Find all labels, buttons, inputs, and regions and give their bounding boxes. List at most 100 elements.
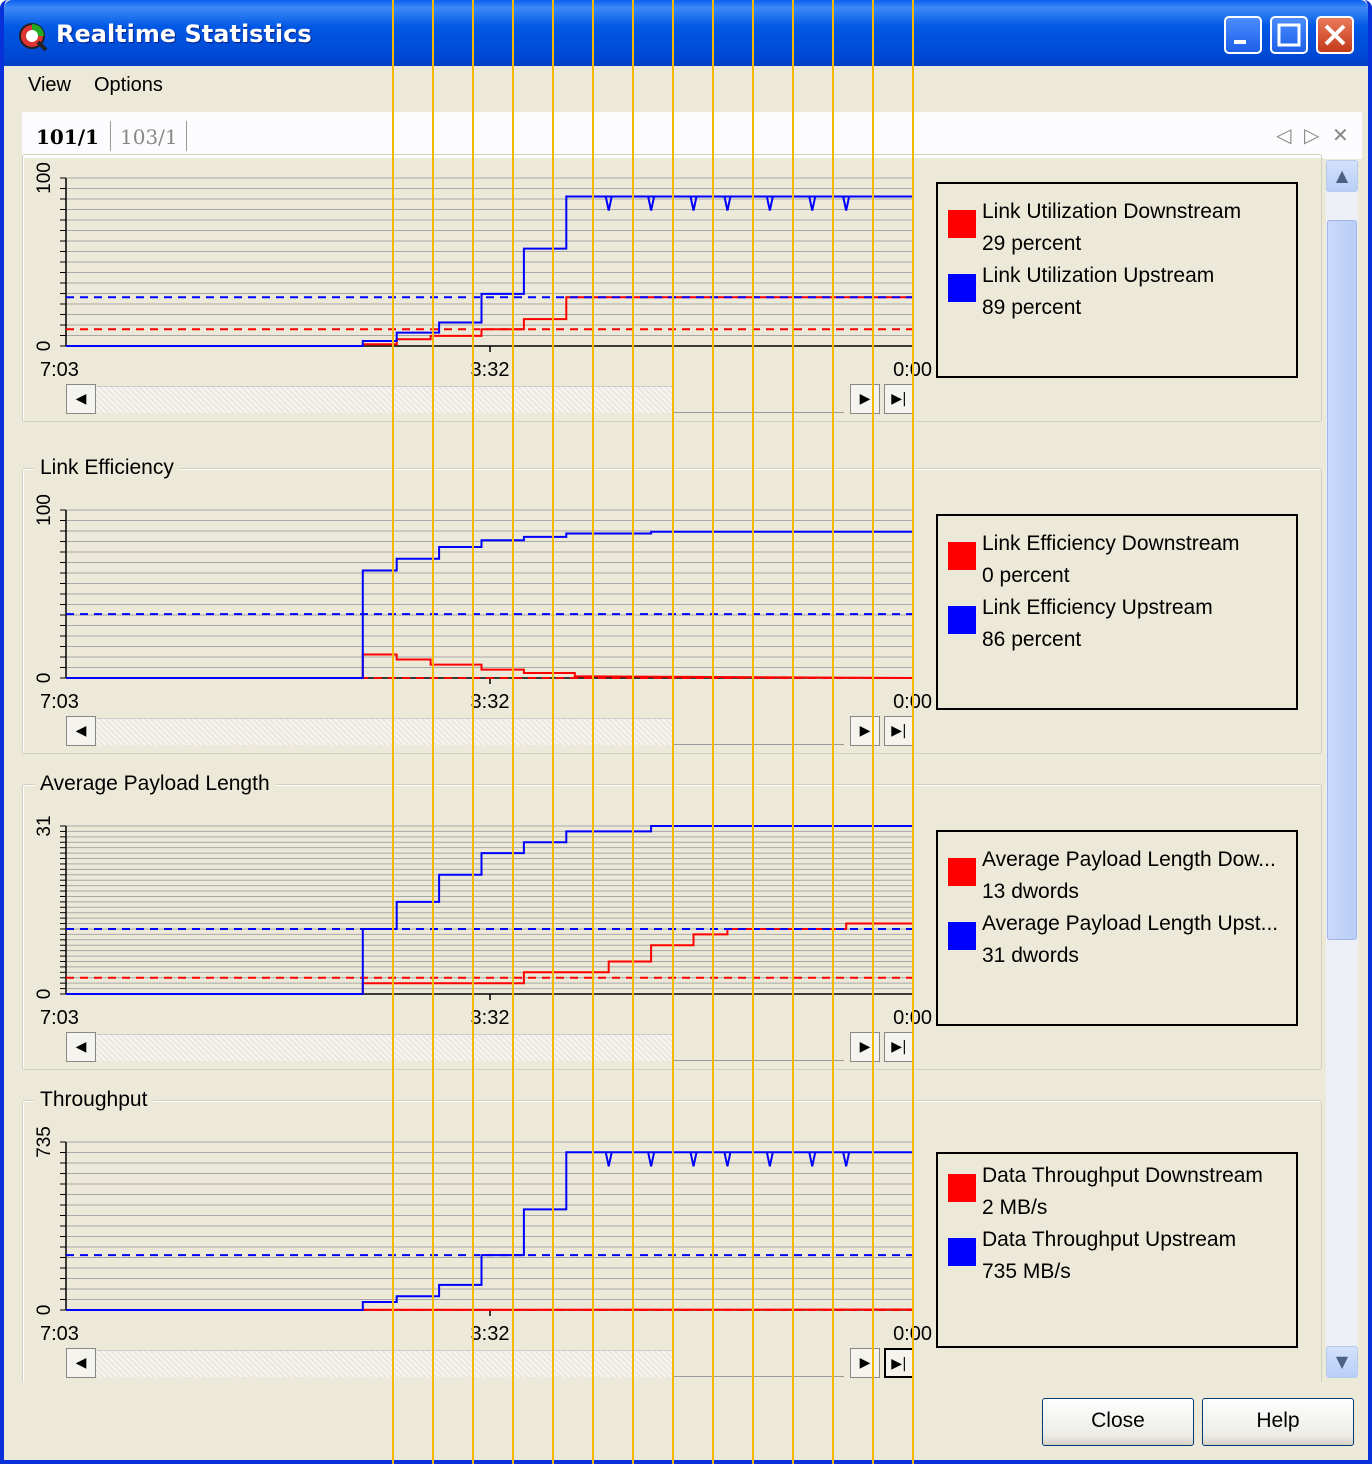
chart-link-utilization: 0 100 7:03 3:32 0:00 bbox=[34, 162, 932, 381]
x-tick-label: 3:32 bbox=[471, 1323, 510, 1345]
x-tick-label: 0:00 bbox=[893, 691, 932, 713]
window-title: Realtime Statistics bbox=[56, 20, 312, 48]
series-line bbox=[66, 530, 914, 679]
x-tick-label: 7:03 bbox=[40, 359, 79, 381]
x-tick-label: 7:03 bbox=[40, 1007, 79, 1029]
y-tick-label: 31 bbox=[34, 815, 55, 836]
scroll-up-button[interactable]: ▲ bbox=[1326, 160, 1358, 192]
tab-next-icon[interactable]: ▷ bbox=[1304, 123, 1320, 147]
scroll-left-button[interactable]: ◀ bbox=[66, 384, 96, 414]
close-window-button[interactable] bbox=[1316, 16, 1354, 54]
legend-value: 13 dwords bbox=[982, 880, 1079, 903]
series-line bbox=[66, 195, 914, 347]
menu-options[interactable]: Options bbox=[94, 74, 163, 96]
minimize-button[interactable] bbox=[1224, 16, 1262, 54]
horizontal-scrollbar[interactable]: ◀ ▶ ▶| bbox=[66, 1348, 914, 1378]
legend-swatch-blue bbox=[948, 922, 976, 950]
chart-average-payload-length: 0 31 7:03 3:32 0:00 bbox=[34, 815, 932, 1029]
x-tick-label: 3:32 bbox=[471, 1007, 510, 1029]
scroll-left-button[interactable]: ◀ bbox=[66, 1032, 96, 1062]
help-button[interactable]: Help bbox=[1202, 1398, 1354, 1446]
legend-value: 2 MB/s bbox=[982, 1196, 1048, 1219]
horizontal-scrollbar[interactable]: ◀ ▶ ▶| bbox=[66, 716, 914, 746]
menu-view[interactable]: View bbox=[28, 74, 71, 96]
series-dip bbox=[689, 1152, 698, 1167]
series-line bbox=[66, 825, 914, 995]
series-dip bbox=[647, 1152, 656, 1167]
legend-box: Data Throughput Downstream 2 MB/s Data T… bbox=[936, 1152, 1298, 1348]
tab-101-1[interactable]: 101/1 bbox=[36, 125, 99, 149]
legend-box: Link Efficiency Downstream 0 percent Lin… bbox=[936, 514, 1298, 710]
scroll-down-button[interactable]: ▼ bbox=[1326, 1346, 1358, 1378]
section-title: Average Payload Length bbox=[34, 772, 276, 796]
legend-swatch-blue bbox=[948, 1238, 976, 1266]
vertical-scroll-thumb[interactable] bbox=[1327, 220, 1357, 940]
scroll-thumb[interactable] bbox=[672, 1034, 844, 1061]
series-line bbox=[66, 296, 914, 347]
y-tick-label: 100 bbox=[34, 162, 55, 194]
legend-value: 0 percent bbox=[982, 564, 1070, 587]
app-icon bbox=[19, 23, 48, 52]
series-dip bbox=[765, 196, 774, 211]
tab-close-icon[interactable]: ✕ bbox=[1332, 123, 1349, 147]
scroll-right-button[interactable]: ▶ bbox=[850, 1348, 880, 1378]
legend-swatch-red bbox=[948, 542, 976, 570]
scroll-end-button[interactable]: ▶| bbox=[884, 716, 914, 746]
legend-label: Link Efficiency Downstream bbox=[982, 532, 1240, 555]
scroll-thumb[interactable] bbox=[672, 386, 844, 413]
scroll-end-button[interactable]: ▶| bbox=[884, 1348, 914, 1378]
scroll-right-button[interactable]: ▶ bbox=[850, 384, 880, 414]
series-dip bbox=[723, 196, 732, 211]
y-tick-label: 0 bbox=[34, 989, 55, 1000]
x-tick-label: 3:32 bbox=[471, 359, 510, 381]
legend-box: Average Payload Length Dow... 13 dwords … bbox=[936, 830, 1298, 1026]
y-tick-label: 0 bbox=[34, 341, 55, 352]
close-button[interactable]: Close bbox=[1042, 1398, 1194, 1446]
legend-label: Link Utilization Upstream bbox=[982, 264, 1215, 287]
legend-value: 735 MB/s bbox=[982, 1260, 1071, 1283]
series-dip bbox=[604, 1152, 613, 1167]
tab-prev-icon[interactable]: ◁ bbox=[1276, 123, 1292, 147]
scroll-left-button[interactable]: ◀ bbox=[66, 1348, 96, 1378]
x-tick-label: 7:03 bbox=[40, 1323, 79, 1345]
section-link-utilization: 0 100 7:03 3:32 0:00 Link Utilization Downst… bbox=[22, 154, 1324, 424]
scroll-right-button[interactable]: ▶ bbox=[850, 1032, 880, 1062]
section-title: Link Efficiency bbox=[34, 456, 180, 480]
horizontal-scrollbar[interactable]: ◀ ▶ ▶| bbox=[66, 384, 914, 414]
close-icon bbox=[1324, 24, 1346, 46]
series-dip bbox=[723, 1152, 732, 1167]
scroll-thumb[interactable] bbox=[672, 1350, 844, 1377]
section-average-payload-length: Average Payload Length 0 31 7:03 3:32 0:00 A… bbox=[22, 772, 1324, 1070]
legend-swatch-blue bbox=[948, 274, 976, 302]
tab-103-1[interactable]: 103/1 bbox=[120, 125, 178, 149]
title-bar[interactable]: Realtime Statistics bbox=[4, 0, 1368, 66]
legend-value: 86 percent bbox=[982, 628, 1082, 651]
section-title: Throughput bbox=[34, 1088, 154, 1112]
scroll-left-button[interactable]: ◀ bbox=[66, 716, 96, 746]
scroll-end-button[interactable]: ▶| bbox=[884, 1032, 914, 1062]
scroll-right-button[interactable]: ▶ bbox=[850, 716, 880, 746]
legend-box: Link Utilization Downstream 29 percent L… bbox=[936, 182, 1298, 378]
scroll-thumb[interactable] bbox=[672, 718, 844, 745]
series-dip bbox=[842, 196, 851, 211]
vertical-scrollbar[interactable]: ▲ ▼ bbox=[1326, 160, 1358, 1378]
series-dip bbox=[604, 196, 613, 211]
scroll-end-button[interactable]: ▶| bbox=[884, 384, 914, 414]
chart-link-efficiency: 0 100 7:03 3:32 0:00 bbox=[34, 494, 932, 713]
series-dip bbox=[808, 196, 817, 211]
tab-bar: 101/1 103/1 ◁ ▷ ✕ bbox=[22, 112, 1362, 159]
legend-swatch-red bbox=[948, 858, 976, 886]
chart-throughput: 0 735 7:03 3:32 0:00 bbox=[34, 1126, 932, 1345]
horizontal-scrollbar[interactable]: ◀ ▶ ▶| bbox=[66, 1032, 914, 1062]
legend-value: 89 percent bbox=[982, 296, 1082, 319]
button-bar: Close Help bbox=[14, 1382, 1364, 1460]
legend-label: Link Efficiency Upstream bbox=[982, 596, 1213, 619]
series-dip bbox=[647, 196, 656, 211]
legend-value: 29 percent bbox=[982, 232, 1082, 255]
y-tick-label: 100 bbox=[34, 494, 55, 526]
series-line bbox=[66, 653, 915, 679]
maximize-button[interactable] bbox=[1270, 16, 1308, 54]
series-dip bbox=[765, 1152, 774, 1167]
x-tick-label: 0:00 bbox=[893, 1007, 932, 1029]
menu-bar: View Options bbox=[14, 66, 1364, 108]
